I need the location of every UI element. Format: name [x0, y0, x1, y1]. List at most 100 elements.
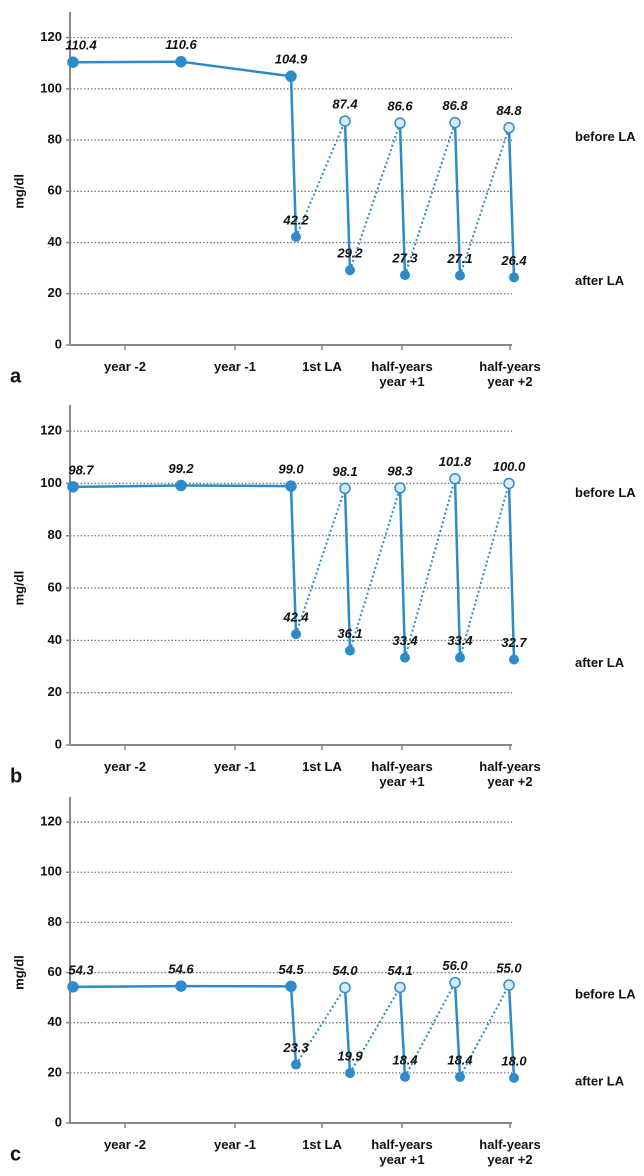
line-segment	[507, 127, 516, 278]
y-tick-label: 80	[48, 527, 62, 542]
line-segment	[72, 984, 182, 989]
line-segment	[289, 486, 298, 635]
before-point	[394, 117, 406, 129]
y-tick-label: 0	[55, 736, 62, 751]
dotted-connector	[295, 120, 346, 238]
value-label: 86.6	[387, 99, 413, 114]
line-segment	[180, 60, 292, 78]
after-point	[345, 1068, 355, 1079]
after-point	[509, 272, 519, 283]
after-point	[400, 270, 410, 281]
line-segment	[289, 76, 298, 237]
value-label: 98.3	[387, 463, 413, 478]
value-label: 32.7	[501, 635, 527, 650]
x-tick-label: year -2	[104, 359, 146, 374]
y-tick-label: 100	[40, 475, 62, 490]
dotted-connector	[349, 487, 401, 651]
line-segment	[398, 987, 407, 1077]
before-point	[285, 980, 297, 993]
before-point	[449, 976, 461, 989]
line-segment	[398, 123, 407, 276]
value-label: 54.6	[168, 962, 194, 977]
value-label: 87.4	[332, 97, 358, 112]
value-label: 104.9	[275, 52, 308, 67]
before-point	[449, 473, 461, 485]
after-point	[345, 645, 355, 656]
value-label: 27.1	[446, 251, 472, 266]
value-label: 29.2	[336, 246, 363, 261]
after-point	[400, 1071, 410, 1082]
before-point	[503, 979, 515, 991]
dotted-connector	[404, 478, 456, 658]
value-label: 98.7	[68, 462, 94, 477]
after-point	[455, 652, 465, 663]
value-label: 42.4	[282, 610, 309, 625]
x-tick-label: half-years year +2	[479, 1137, 541, 1167]
line-segment	[507, 985, 516, 1078]
after-point	[400, 652, 410, 663]
after-point	[509, 654, 519, 665]
y-tick-label: 0	[55, 336, 62, 351]
before-point	[339, 115, 351, 127]
dotted-connector	[459, 984, 510, 1078]
x-tick-label: year -1	[214, 359, 256, 374]
value-label: 42.2	[282, 212, 309, 227]
legend-label: before LA	[575, 987, 636, 1002]
before-point	[67, 56, 79, 68]
y-axis-label: mg/dl	[11, 571, 26, 606]
x-tick-label: 1st LA	[302, 359, 342, 374]
x-tick-label: half-years year +1	[371, 1137, 433, 1167]
x-tick-label: year -1	[214, 1137, 256, 1152]
value-label: 56.0	[442, 958, 468, 973]
before-point	[449, 116, 461, 129]
line-segment	[343, 488, 352, 651]
dotted-connector	[295, 488, 346, 635]
before-point	[175, 479, 187, 492]
y-tick-label: 120	[40, 423, 62, 438]
y-tick-label: 20	[48, 684, 62, 699]
line-segment	[72, 484, 182, 489]
value-label: 33.4	[447, 633, 473, 648]
x-tick-label: 1st LA	[302, 759, 342, 774]
value-label: 101.8	[439, 454, 472, 469]
after-point	[291, 1059, 301, 1070]
value-label: 110.4	[65, 38, 97, 53]
dotted-connector	[459, 483, 510, 658]
after-point	[455, 270, 465, 281]
y-axis-label: mg/dl	[11, 174, 26, 209]
value-label: 18.0	[501, 1053, 527, 1068]
value-label: 33.4	[392, 633, 418, 648]
legend-label: before LA	[575, 485, 636, 500]
x-tick-label: year -2	[104, 1137, 146, 1152]
y-axis-label: mg/dl	[11, 955, 26, 990]
before-point	[503, 477, 515, 490]
y-tick-label: 80	[48, 132, 62, 147]
x-tick-label: 1st LA	[302, 1137, 342, 1152]
dotted-connector	[295, 987, 346, 1066]
y-tick-label: 80	[48, 914, 62, 929]
line-segment	[72, 60, 182, 64]
value-label: 55.0	[496, 961, 522, 976]
x-tick-label: year -1	[214, 759, 256, 774]
line-segment	[453, 982, 462, 1077]
x-tick-label: half-years year +2	[479, 359, 541, 389]
panel-label: c	[10, 1143, 21, 1165]
y-tick-label: 0	[55, 1114, 62, 1129]
x-tick-label: half-years year +1	[371, 759, 433, 789]
before-point	[339, 981, 351, 994]
x-tick-label: half-years year +1	[371, 359, 433, 389]
y-tick-label: 40	[48, 632, 62, 647]
value-label: 54.1	[387, 963, 412, 978]
before-point	[285, 70, 297, 83]
line-segment	[289, 986, 298, 1065]
value-label: 19.9	[337, 1049, 363, 1064]
before-point	[503, 122, 515, 134]
y-tick-label: 120	[40, 814, 62, 829]
value-label: 100.0	[493, 459, 526, 474]
y-tick-label: 120	[40, 29, 62, 44]
x-tick-label: year -2	[104, 759, 146, 774]
y-tick-label: 100	[40, 864, 62, 879]
value-label: 86.8	[442, 98, 468, 113]
value-label: 18.4	[447, 1052, 473, 1067]
